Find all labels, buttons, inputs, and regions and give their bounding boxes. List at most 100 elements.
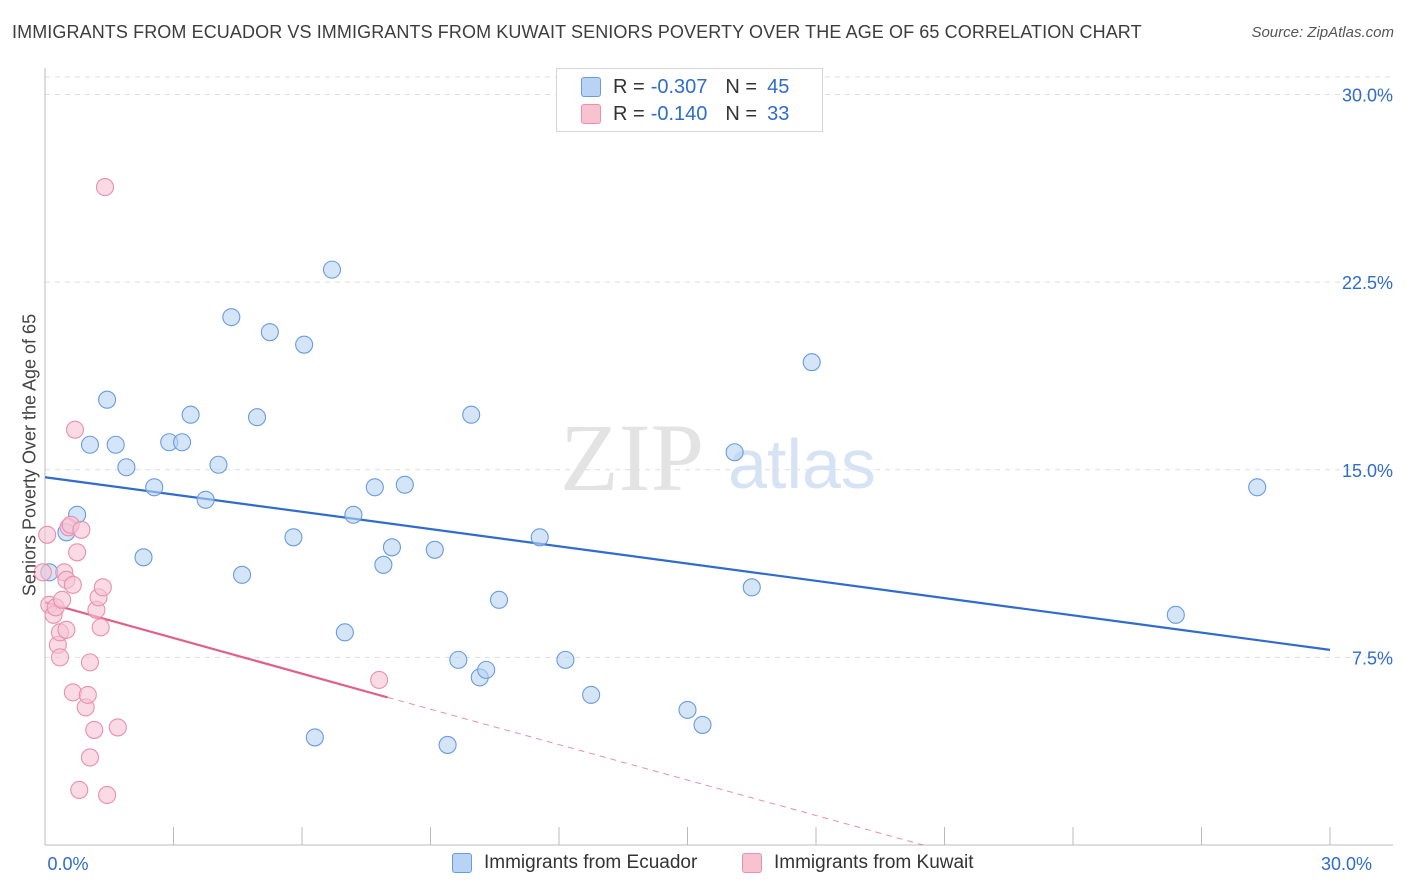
ecuador-point — [1166, 605, 1185, 624]
n-label: N = — [725, 102, 758, 125]
kuwait-r-value: -0.140 — [650, 102, 708, 125]
ecuador-point — [247, 408, 267, 427]
ecuador-point — [425, 540, 444, 559]
kuwait-point — [85, 720, 104, 739]
ecuador-legend-label: Immigrants from Ecuador — [484, 852, 698, 873]
ecuador-point — [582, 685, 601, 704]
kuwait-point — [108, 718, 127, 737]
ecuador-point — [678, 700, 697, 719]
kuwait-point — [80, 653, 100, 672]
ecuador-n-value: 45 — [767, 75, 790, 98]
ecuador-point — [305, 728, 324, 747]
y-tick-label: 7.5% — [1352, 648, 1393, 668]
ecuador-point — [462, 405, 481, 424]
legend-item-ecuador[interactable]: Immigrants from Ecuador — [452, 852, 697, 874]
kuwait-n-value: 33 — [767, 102, 790, 125]
ecuador-point — [196, 490, 215, 509]
kuwait-trend-line — [44, 601, 388, 699]
kuwait-point — [50, 648, 70, 667]
kuwait-legend-label: Immigrants from Kuwait — [774, 852, 974, 873]
y-tick-label: 30.0% — [1342, 86, 1393, 106]
kuwait-point — [370, 670, 389, 689]
kuwait-point — [57, 620, 76, 639]
ecuador-point — [802, 353, 821, 372]
ecuador-point — [477, 660, 496, 679]
ecuador-point — [530, 528, 549, 547]
ecuador-point — [365, 478, 384, 497]
ecuador-r-value: -0.307 — [650, 75, 708, 98]
ecuador-point — [209, 455, 228, 474]
r-label: R = — [613, 75, 645, 98]
ecuador-point — [173, 433, 192, 452]
kuwait-point — [80, 748, 100, 767]
kuwait-point — [70, 780, 89, 800]
ecuador-legend-swatch — [452, 853, 472, 873]
ecuador-point — [725, 443, 744, 462]
kuwait-point — [95, 178, 115, 197]
kuwait-swatch — [581, 104, 601, 124]
tick-labels: 7.5% 15.0% 22.5% 30.0% 0.0% 30.0% — [47, 86, 1393, 874]
trend-lines — [44, 476, 1331, 846]
correlation-legend: R = -0.307 N = 45 R = -0.140 N = 33 — [556, 68, 823, 132]
legend-item-kuwait[interactable]: Immigrants from Kuwait — [742, 852, 974, 874]
ecuador-point — [489, 590, 509, 609]
ecuador-point — [322, 260, 342, 279]
kuwait-point — [38, 525, 57, 544]
y-tick-label: 22.5% — [1342, 273, 1393, 293]
ecuador-point — [742, 578, 761, 597]
watermark: ZIP atlas — [560, 404, 876, 511]
data-points — [33, 178, 1267, 805]
ecuador-point — [449, 650, 468, 669]
ecuador-point — [335, 623, 354, 642]
watermark-zip: ZIP — [560, 404, 704, 511]
y-tick-label: 15.0% — [1342, 461, 1393, 481]
ecuador-point — [106, 435, 125, 454]
chart-title: IMMIGRANTS FROM ECUADOR VS IMMIGRANTS FR… — [12, 22, 1142, 42]
ecuador-point — [260, 323, 279, 342]
watermark-atlas: atlas — [728, 425, 876, 503]
kuwait-legend-swatch — [742, 853, 762, 873]
ecuador-point — [232, 565, 252, 584]
kuwait-point — [63, 683, 82, 702]
n-label: N = — [725, 75, 758, 98]
series-legend: Immigrants from Ecuador Immigrants from … — [0, 852, 1406, 878]
ecuador-swatch — [581, 77, 601, 97]
source-note: Source: ZipAtlas.com — [1251, 24, 1394, 41]
ecuador-point — [295, 335, 314, 354]
kuwait-point — [68, 543, 87, 562]
ecuador-point — [374, 555, 393, 574]
ecuador-point — [181, 405, 200, 424]
kuwait-point — [98, 785, 117, 805]
legend-row-ecuador: R = -0.307 N = 45 — [581, 74, 789, 100]
x-tick-label: 0.0% — [47, 854, 88, 874]
kuwait-point — [53, 590, 72, 609]
r-label: R = — [613, 102, 645, 125]
kuwait-point — [91, 618, 110, 637]
ecuador-point — [98, 390, 117, 409]
axes — [44, 68, 1393, 846]
kuwait-point — [33, 563, 52, 582]
kuwait-point — [78, 685, 97, 704]
ecuador-point — [344, 505, 363, 524]
kuwait-trend-extension — [387, 696, 924, 846]
legend-row-kuwait: R = -0.140 N = 33 — [581, 101, 789, 127]
kuwait-point — [65, 420, 85, 439]
kuwait-point — [72, 520, 91, 539]
ecuador-point — [145, 478, 164, 497]
x-tick-label: 30.0% — [1321, 854, 1372, 874]
ecuador-point — [693, 715, 712, 734]
ecuador-point — [382, 538, 402, 557]
kuwait-point — [93, 578, 112, 597]
kuwait-point — [63, 575, 82, 594]
ecuador-point — [284, 528, 303, 547]
ecuador-point — [117, 458, 136, 477]
ecuador-point — [556, 650, 575, 669]
y-axis-label: Seniors Poverty Over the Age of 65 — [19, 313, 40, 597]
ecuador-point — [80, 435, 100, 454]
ecuador-point — [222, 308, 241, 327]
ecuador-point — [134, 548, 153, 567]
ecuador-point — [438, 735, 457, 754]
ecuador-point — [395, 475, 414, 494]
ecuador-trend-line — [44, 476, 1331, 651]
